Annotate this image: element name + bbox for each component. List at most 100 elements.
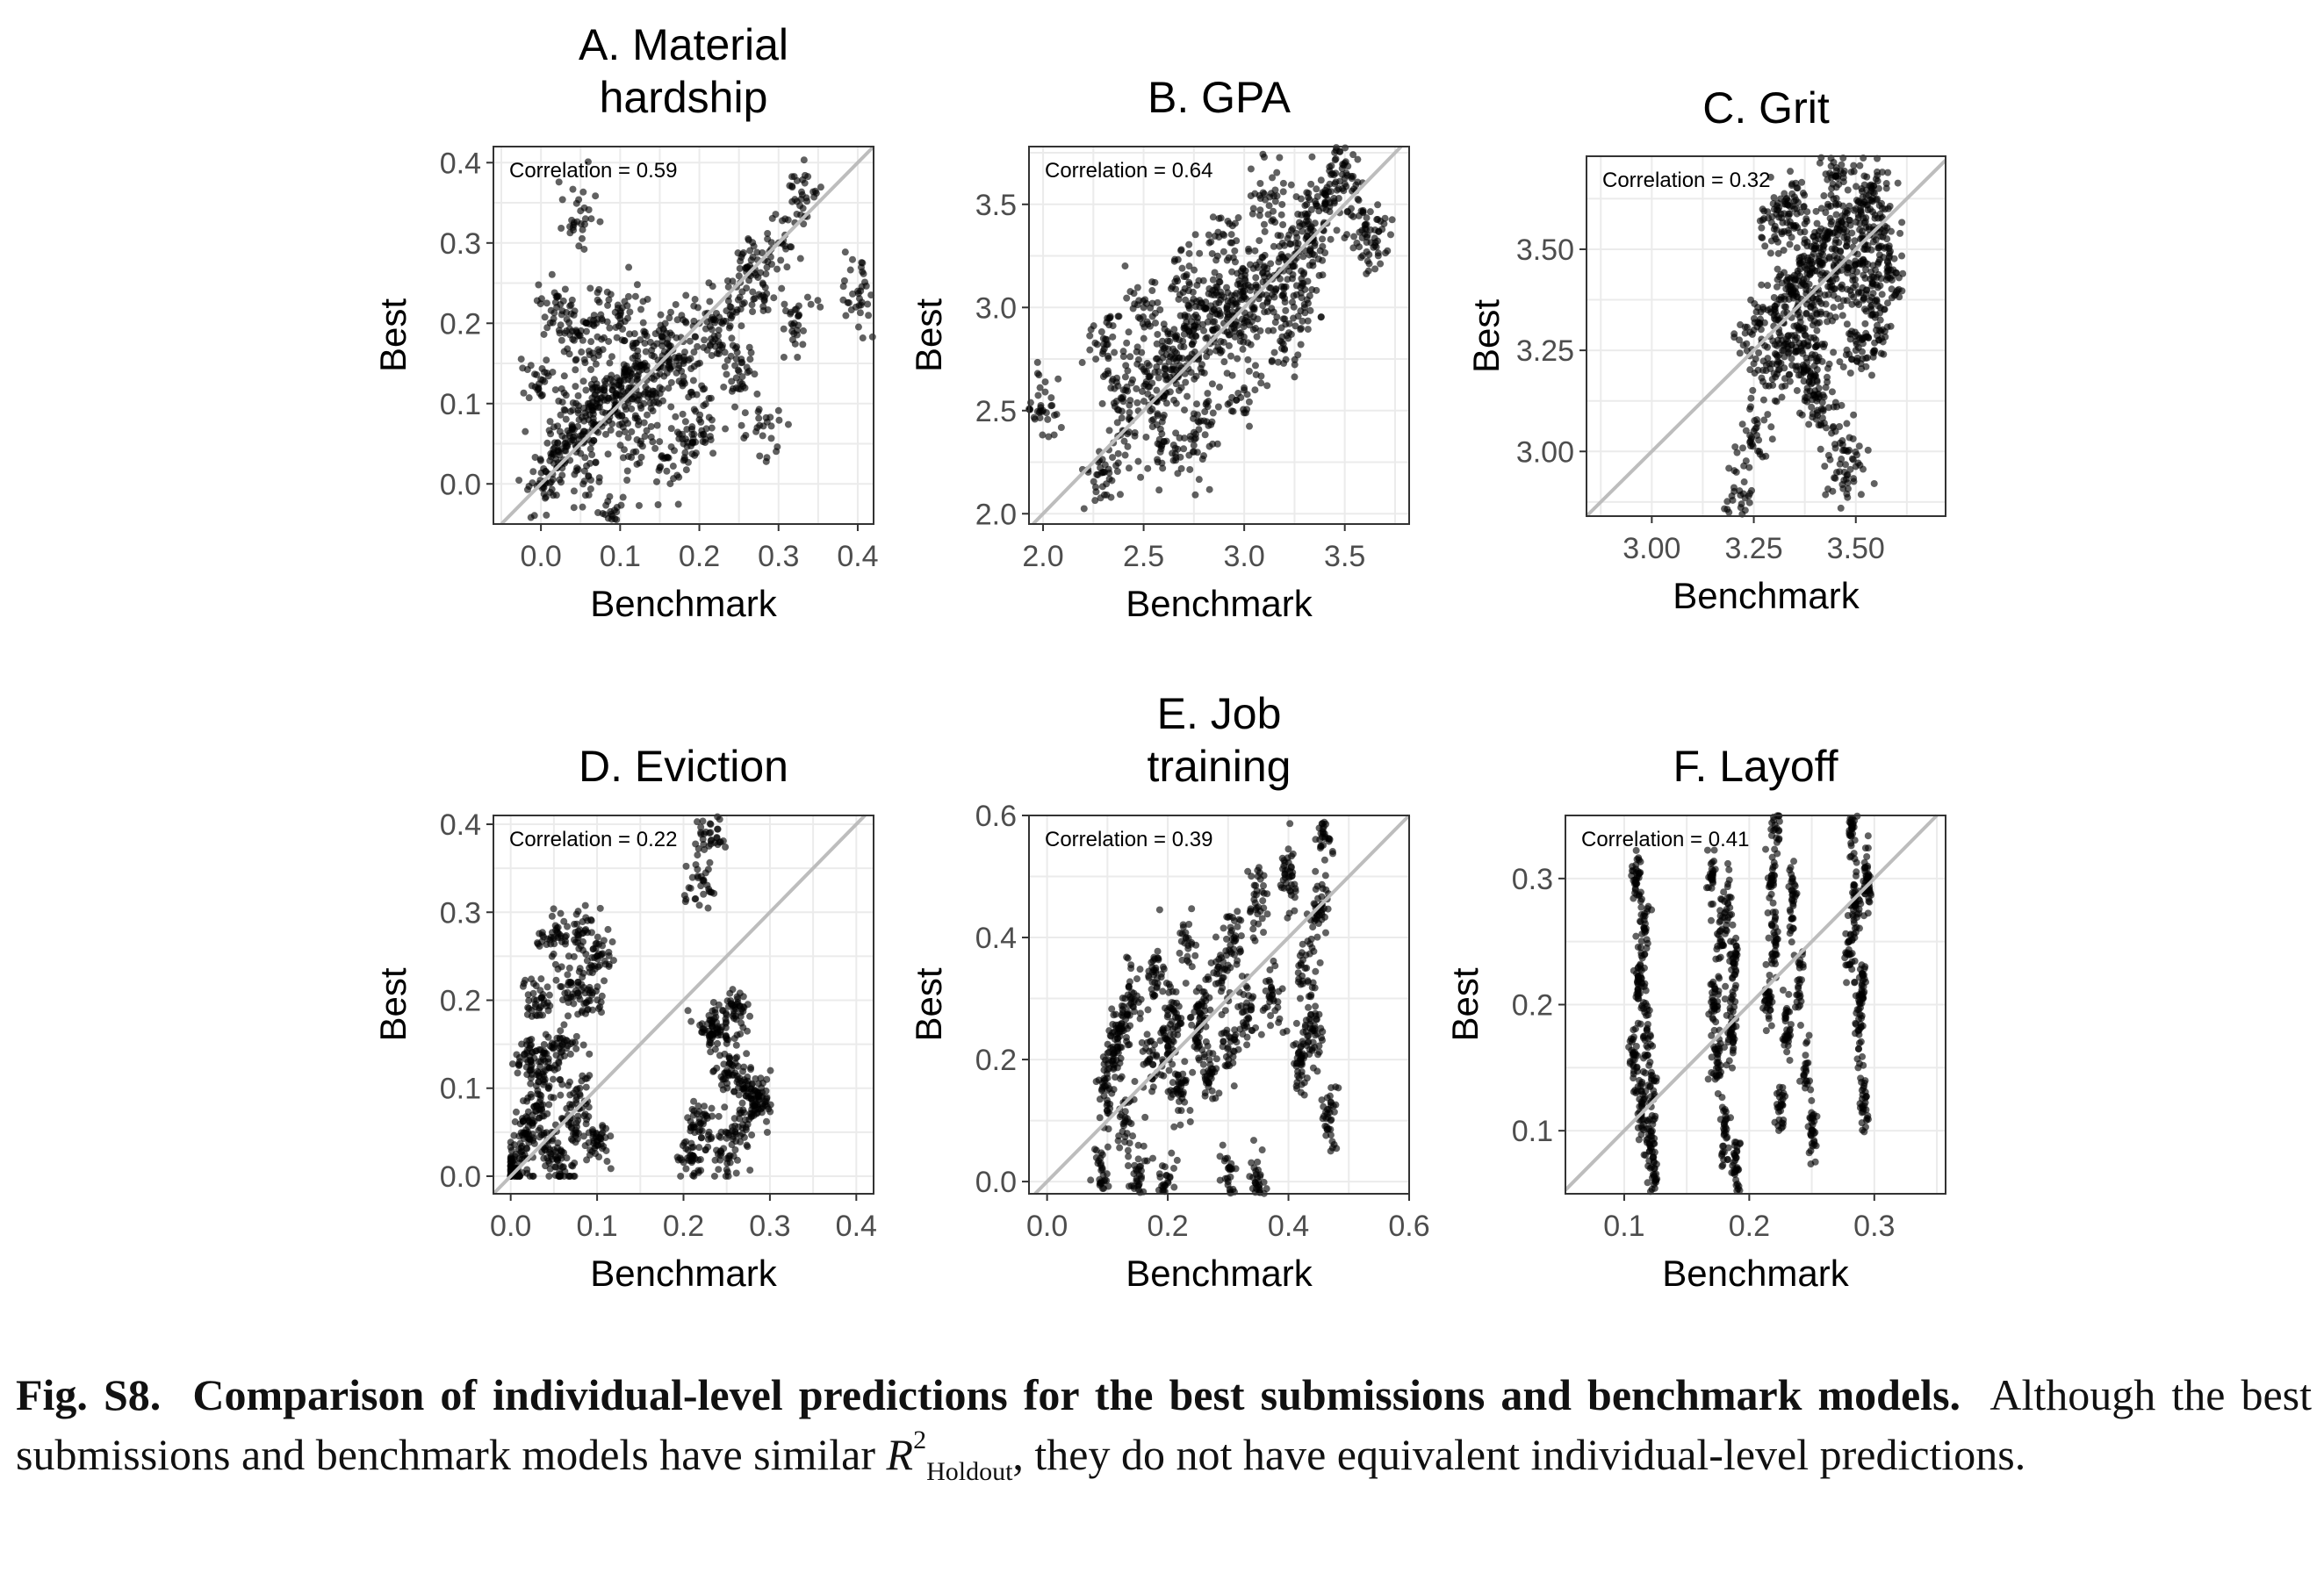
point: [1220, 248, 1227, 255]
point: [1832, 246, 1840, 254]
point: [1271, 319, 1279, 327]
point: [680, 353, 688, 361]
point: [580, 478, 588, 485]
point: [1158, 442, 1166, 449]
point: [583, 957, 591, 965]
point: [1228, 371, 1236, 379]
point: [604, 450, 612, 458]
point: [1188, 350, 1196, 358]
correlation-label: Correlation = 0.59: [509, 159, 677, 183]
point: [667, 378, 675, 386]
point: [1799, 361, 1807, 369]
point: [1353, 239, 1361, 247]
point: [1830, 291, 1838, 299]
point: [598, 1130, 606, 1138]
point: [1248, 303, 1256, 311]
point: [1827, 220, 1835, 228]
point: [716, 313, 723, 321]
point: [1263, 382, 1271, 390]
point: [767, 434, 775, 442]
point: [700, 343, 708, 351]
point: [623, 467, 631, 475]
point: [792, 305, 800, 313]
point: [723, 370, 730, 378]
point: [586, 989, 594, 997]
point: [1033, 370, 1041, 377]
point: [1359, 208, 1367, 216]
point: [1229, 254, 1237, 262]
point: [596, 1003, 604, 1011]
point: [751, 370, 759, 378]
point: [545, 1101, 553, 1109]
point: [670, 475, 678, 483]
point: [1313, 185, 1320, 193]
point: [1133, 384, 1140, 392]
point: [810, 193, 818, 201]
point: [1180, 343, 1188, 351]
point: [651, 444, 659, 452]
point: [575, 196, 583, 204]
point: [1864, 246, 1872, 254]
point: [606, 324, 614, 332]
point: [1798, 178, 1806, 186]
point: [1113, 406, 1121, 413]
point: [572, 366, 579, 374]
point: [1090, 478, 1097, 485]
point: [1362, 226, 1370, 233]
point: [1821, 341, 1829, 348]
point: [654, 500, 662, 508]
point: [1263, 307, 1271, 315]
point: [580, 245, 588, 253]
point: [554, 1154, 562, 1162]
point: [514, 1060, 522, 1068]
point: [633, 397, 641, 405]
point: [1188, 341, 1196, 348]
point: [581, 359, 589, 367]
point: [1256, 237, 1263, 245]
point: [1164, 337, 1172, 345]
point: [568, 1124, 576, 1131]
point: [1834, 220, 1842, 228]
point: [1292, 322, 1299, 330]
point: [1131, 432, 1139, 440]
point: [1758, 374, 1766, 382]
point: [1243, 318, 1251, 326]
point: [1247, 192, 1255, 200]
point: [1298, 267, 1306, 275]
point: [678, 1156, 686, 1164]
point: [698, 1127, 706, 1135]
point: [1817, 310, 1824, 318]
point: [572, 1045, 580, 1052]
point: [1124, 367, 1132, 375]
point: [697, 1167, 705, 1174]
point: [1883, 299, 1891, 307]
point: [1810, 241, 1818, 249]
point: [1343, 208, 1351, 216]
point: [1047, 394, 1055, 402]
point: [695, 901, 703, 909]
point: [1822, 384, 1830, 391]
point: [644, 295, 651, 303]
point: [1220, 338, 1227, 346]
point: [1045, 433, 1053, 441]
point: [859, 268, 867, 276]
point: [704, 1020, 712, 1028]
point: [1889, 266, 1897, 274]
point: [1733, 449, 1741, 456]
point: [710, 1066, 718, 1074]
point: [1234, 355, 1241, 363]
point: [1808, 260, 1816, 268]
point: [1279, 188, 1287, 196]
point: [622, 364, 630, 372]
point: [766, 1066, 774, 1074]
point: [1799, 349, 1807, 357]
point: [1330, 171, 1338, 179]
point: [691, 296, 699, 304]
point: [507, 1162, 514, 1170]
point: [1874, 184, 1882, 192]
point: [1191, 952, 1199, 959]
point: [665, 341, 673, 348]
point: [711, 342, 719, 350]
point: [551, 386, 559, 394]
point: [519, 982, 527, 990]
